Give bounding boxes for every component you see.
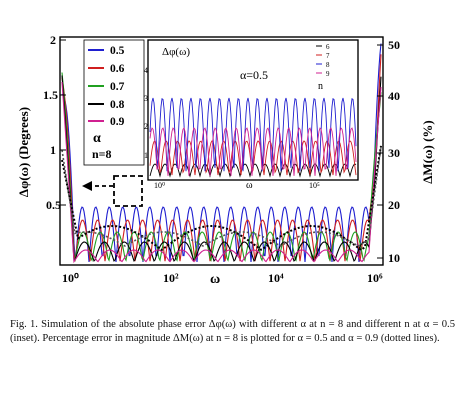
curve — [61, 75, 382, 263]
right-tick-label: 40 — [388, 89, 400, 103]
legend-label: 0.9 — [110, 116, 125, 128]
left-tick-label: 1.5 — [43, 88, 58, 102]
inset-x-tick: 10⁵ — [309, 181, 320, 190]
inset-x-label: ω — [246, 180, 253, 191]
right-axis-title: ΔM(ω) (%) — [420, 120, 435, 184]
inset-title: Δφ(ω) — [162, 46, 190, 58]
zoom-arrow-head — [82, 181, 92, 191]
inset-x-tick: 10⁰ — [154, 181, 165, 190]
curve — [149, 127, 357, 176]
legend-alpha-label: α — [93, 131, 101, 146]
caption-text: Fig. 1. Simulation of the absolute phase… — [10, 319, 455, 344]
figure-caption: Fig. 1. Simulation of the absolute phase… — [10, 318, 455, 346]
main-legend: 0.5 0.6 0.7 0.8 0.9 α n=8 — [83, 39, 145, 166]
legend-label: 0.5 — [110, 45, 125, 57]
inset-legend-label: 7 — [326, 52, 330, 60]
curve — [149, 140, 357, 176]
inset-y-tick: 4 — [144, 66, 148, 75]
right-tick-label: 30 — [388, 146, 400, 160]
inset-legend-title: n — [318, 81, 323, 92]
x-tick-label: 10⁰ — [62, 271, 79, 285]
main-plot-curves — [61, 43, 382, 264]
x-axis-label: ω — [210, 272, 220, 287]
inset-y-tick: 3 — [144, 94, 148, 103]
x-tick-label: 10⁶ — [367, 271, 383, 285]
right-tick-label: 20 — [388, 198, 400, 212]
left-tick-label: 1 — [50, 143, 56, 157]
inset-legend-label: 6 — [326, 43, 330, 51]
legend-n-label: n=8 — [92, 147, 112, 161]
inset-y-tick: 1 — [144, 151, 148, 160]
left-tick-label: 2 — [50, 33, 56, 47]
zoom-marker-box — [113, 175, 143, 207]
inset-alpha-note: α=0.5 — [240, 68, 268, 82]
left-tick-label: 0.5 — [46, 198, 61, 212]
inset-legend-label: 8 — [326, 61, 330, 69]
main-axes-frame — [59, 36, 384, 266]
inset-curves — [149, 97, 357, 178]
legend-label: 0.6 — [110, 63, 125, 75]
inset-y-tick: 2 — [144, 122, 148, 131]
inset-plot: Δφ(ω) α=0.5 1 2 3 4 10⁰ ω 10⁵ 6 7 8 9 n — [144, 39, 359, 191]
figure-plot: 0.5 1 1.5 2 10 20 30 40 50 10⁰ 10² 10⁴ 1… — [16, 33, 435, 287]
legend-label: 0.8 — [110, 99, 125, 111]
right-tick-label: 50 — [388, 38, 400, 52]
right-tick-label: 10 — [388, 251, 400, 265]
curve — [61, 81, 382, 264]
curve — [61, 72, 382, 262]
left-axis-title: Δφ(ω) (Degrees) — [16, 107, 31, 197]
x-tick-label: 10² — [163, 271, 179, 285]
legend-label: 0.7 — [110, 81, 125, 93]
x-tick-label: 10⁴ — [268, 271, 284, 285]
inset-legend-label: 9 — [326, 70, 330, 78]
